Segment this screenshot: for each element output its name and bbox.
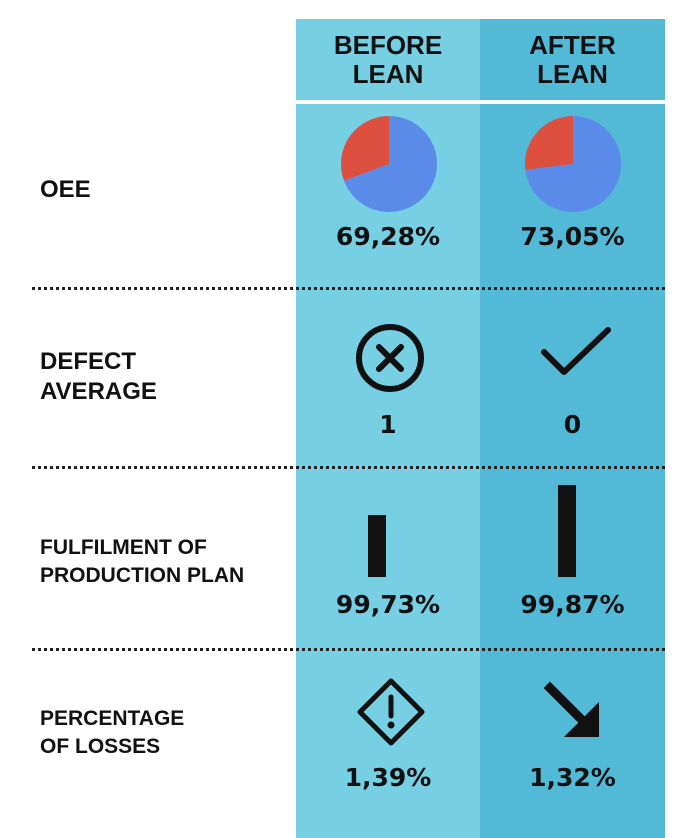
row-divider <box>32 466 665 469</box>
x-circle-icon <box>355 323 425 393</box>
row-divider <box>32 287 665 290</box>
losses-label: PERCENTAGE OF LOSSES <box>40 705 184 761</box>
after-lean-header-line1: AFTER <box>529 29 616 60</box>
before-lean-header-line2: LEAN <box>352 58 424 89</box>
bar-icon <box>368 515 386 577</box>
warning-diamond-icon <box>355 676 427 748</box>
oee-label: OEE <box>40 175 91 205</box>
losses-before-value: 1,39% <box>344 763 432 792</box>
defect-average-label-line2: AVERAGE <box>40 378 157 405</box>
bar-icon <box>558 485 576 577</box>
oee-before-pie <box>341 116 438 212</box>
defect-average-label-line1: DEFECT <box>40 348 136 375</box>
defect-after-value: 0 <box>563 410 582 439</box>
pie-chart-icon <box>524 115 622 213</box>
defect-average-label: DEFECT AVERAGE <box>40 347 157 407</box>
pie-slice-rest <box>341 116 389 181</box>
before-lean-header: BEFORE LEAN <box>296 19 480 100</box>
pie-chart-icon <box>340 115 438 213</box>
fulfilment-label: FULFILMENT OF PRODUCTION PLAN <box>40 534 244 590</box>
oee-after-pie <box>524 116 621 212</box>
oee-after-value: 73,05% <box>520 222 625 251</box>
oee-before-value: 69,28% <box>335 222 441 251</box>
header-divider <box>296 100 665 104</box>
pie-slice-main <box>525 116 621 212</box>
fulfilment-after-value: 99,87% <box>520 590 625 619</box>
before-lean-header-line1: BEFORE <box>333 29 443 60</box>
losses-label-line2: OF LOSSES <box>40 735 161 758</box>
after-lean-header: AFTER LEAN <box>480 19 665 100</box>
row-divider <box>32 648 665 651</box>
fulfilment-label-line2: PRODUCTION PLAN <box>40 564 245 587</box>
losses-after-value: 1,32% <box>529 763 616 792</box>
after-lean-header-line2: LEAN <box>537 58 608 89</box>
pie-slice-main <box>344 116 438 212</box>
losses-label-line1: PERCENTAGE <box>40 707 185 730</box>
defect-before-value: 1 <box>379 410 397 439</box>
pie-slice-rest <box>524 116 573 170</box>
fulfilment-before-value: 99,73% <box>335 590 441 619</box>
oee-label-line1: OEE <box>40 176 91 203</box>
arrow-down-right-icon <box>542 680 606 744</box>
fulfilment-label-line1: FULFILMENT OF <box>40 536 207 559</box>
checkmark-icon <box>538 322 614 382</box>
